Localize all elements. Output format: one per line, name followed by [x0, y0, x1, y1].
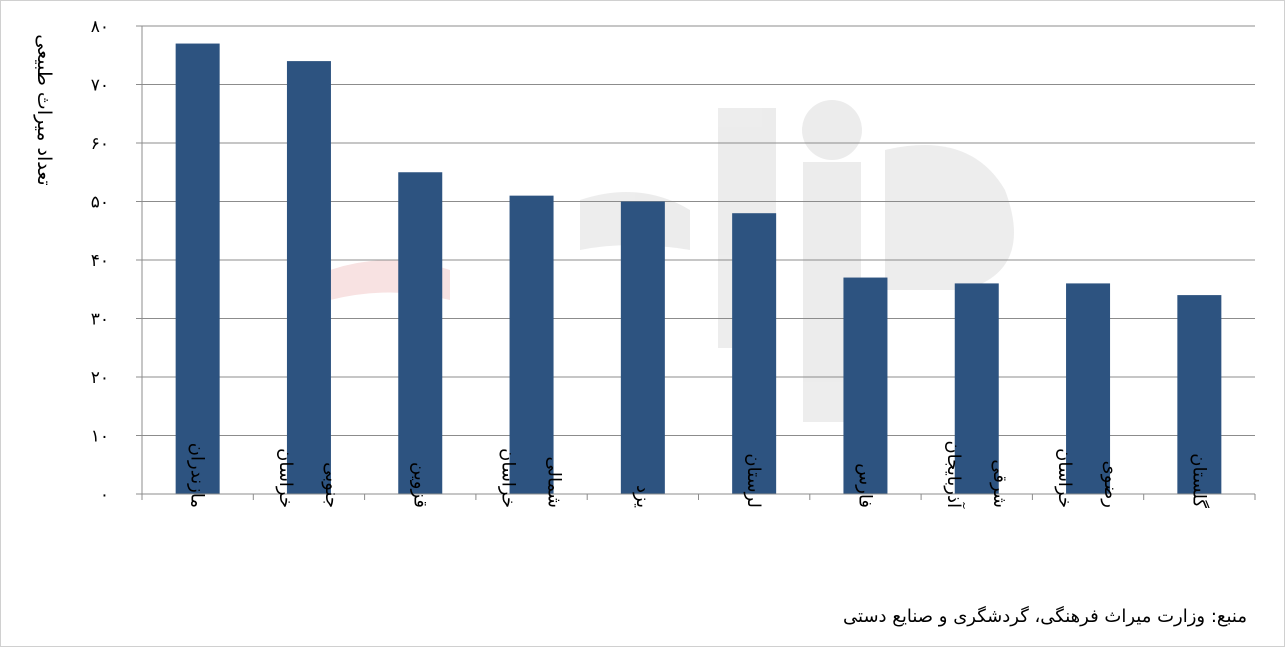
bar [620, 201, 665, 494]
y-tick-label: ۴۰ [91, 251, 109, 271]
bar [509, 195, 554, 494]
y-tick-label: ۶۰ [91, 134, 109, 154]
bar [1066, 283, 1111, 494]
y-tick-label: ۳۰ [91, 310, 109, 330]
x-category-label: خراسان جنوبی [275, 448, 342, 508]
bar [175, 43, 220, 495]
x-category-label-line: آذربایجان [943, 440, 966, 509]
x-category-label-line: جنوبی [321, 462, 342, 508]
y-axis-title: تعداد میراث طبیعی [33, 34, 55, 185]
x-category-label: فارس [854, 463, 875, 508]
x-category-label-line: خراسان [275, 448, 296, 508]
y-tick-label: ۰ [100, 485, 109, 505]
x-category-label: خراسان رضوی [1054, 448, 1121, 508]
x-category-label-line: رضوی [1100, 461, 1121, 508]
x-category-label: مازندران [187, 443, 208, 508]
bar [732, 213, 777, 494]
x-category-label-line: خراسان [498, 448, 519, 508]
bar [843, 277, 888, 494]
x-category-label: آذربایجان شرقی [943, 440, 1010, 509]
bar [1177, 295, 1222, 494]
bar [954, 283, 999, 494]
x-category-label: خراسان شمالی [498, 448, 565, 508]
x-category-label-line: شرقی [989, 459, 1010, 508]
x-category-label-line: یزد [632, 485, 653, 508]
x-category-label: قزوین [409, 462, 430, 508]
bar [398, 172, 443, 494]
source-note: منبع: وزارت میراث فرهنگی، گردشگری و صنای… [843, 606, 1247, 627]
y-tick-label: ۵۰ [91, 193, 109, 213]
y-tick-label: ۷۰ [91, 76, 109, 96]
bar [286, 61, 331, 494]
x-category-label: یزد [632, 485, 653, 508]
x-category-label-line: مازندران [187, 443, 208, 508]
x-category-label-line: شمالی [544, 457, 565, 508]
x-category-label-line: خراسان [1054, 448, 1075, 508]
x-category-label-line: قزوین [409, 462, 430, 508]
x-category-label-line: لرستان [743, 453, 764, 508]
y-tick-label: ۲۰ [91, 368, 109, 388]
y-tick-label: ۱۰ [91, 427, 109, 447]
x-category-label: گلستان [1188, 453, 1210, 508]
y-tick-label: ۸۰ [91, 17, 109, 37]
x-category-label-line: گلستان [1188, 453, 1210, 508]
x-category-label-line: فارس [854, 463, 875, 508]
x-category-label: لرستان [743, 453, 764, 508]
